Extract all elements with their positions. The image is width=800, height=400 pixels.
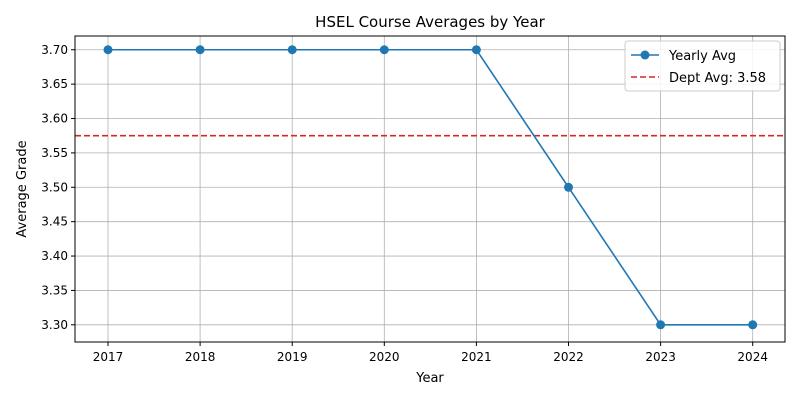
legend-marker-yearly-avg (640, 50, 650, 60)
data-point (287, 45, 297, 55)
x-tick-label: 2018 (185, 350, 216, 364)
data-point (748, 320, 758, 330)
chart-title: HSEL Course Averages by Year (315, 13, 545, 31)
data-point (195, 45, 205, 55)
x-tick-label: 2017 (93, 350, 124, 364)
data-point (656, 320, 666, 330)
x-tick-label: 2023 (645, 350, 676, 364)
y-axis-ticks: 3.30 3.35 3.40 3.45 3.50 3.55 3.60 3.65 3.70 (41, 43, 75, 332)
legend-box (624, 40, 781, 92)
x-axis-ticks: 2017 2018 2019 2020 2021 2022 2023 2024 (93, 342, 768, 364)
x-tick-label: 2022 (553, 350, 584, 364)
plot-area-frame (74, 35, 786, 343)
y-tick-label: 3.45 (41, 215, 68, 229)
legend-label-yearly-avg: Yearly Avg (668, 49, 736, 64)
y-tick-label: 3.40 (41, 249, 68, 263)
y-tick-label: 3.65 (41, 77, 68, 91)
y-tick-label: 3.70 (41, 43, 68, 57)
series-group (103, 45, 758, 330)
data-point (103, 45, 113, 55)
y-tick-label: 3.50 (41, 180, 68, 194)
y-tick-label: 3.55 (41, 146, 68, 160)
y-tick-label: 3.30 (41, 318, 68, 332)
series-line-yearly-avg (108, 48, 753, 326)
legend-label-dept-avg: Dept Avg: 3.58 (669, 71, 766, 86)
y-axis-title: Average Grade (15, 140, 30, 237)
y-tick-label: 3.60 (41, 112, 68, 126)
x-tick-label: 2021 (461, 350, 492, 364)
legend: Yearly Avg Dept Avg: 3.58 (624, 40, 781, 92)
data-point (379, 45, 389, 55)
y-tick-label: 3.35 (41, 283, 68, 297)
x-axis-title: Year (415, 371, 444, 386)
data-point (564, 182, 573, 192)
data-point (471, 45, 481, 55)
x-tick-label: 2020 (369, 350, 400, 364)
x-tick-label: 2024 (737, 350, 768, 364)
x-tick-label: 2019 (277, 350, 308, 364)
